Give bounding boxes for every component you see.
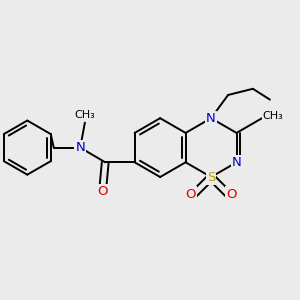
Text: CH₃: CH₃ — [74, 110, 95, 119]
Text: N: N — [232, 156, 242, 169]
Text: O: O — [226, 188, 236, 200]
Text: N: N — [75, 141, 85, 154]
Text: O: O — [186, 188, 196, 200]
Text: CH₃: CH₃ — [262, 111, 284, 121]
Text: S: S — [207, 170, 215, 184]
Text: O: O — [98, 185, 108, 198]
Text: N: N — [206, 112, 216, 125]
